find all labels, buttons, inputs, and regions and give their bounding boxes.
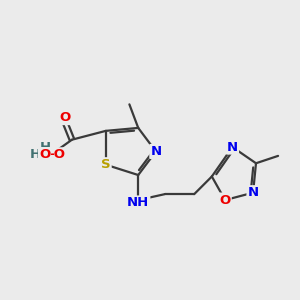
Text: N: N [248, 186, 259, 199]
Text: S: S [101, 158, 111, 171]
Text: –O: –O [48, 148, 66, 161]
Text: H: H [30, 148, 41, 161]
Text: NH: NH [127, 196, 149, 209]
Text: O: O [39, 148, 50, 161]
Text: O: O [220, 194, 231, 207]
Text: H: H [40, 141, 51, 154]
Text: N: N [227, 141, 238, 154]
Text: N: N [150, 145, 161, 158]
Text: H: H [39, 148, 50, 161]
Text: O: O [59, 111, 70, 124]
